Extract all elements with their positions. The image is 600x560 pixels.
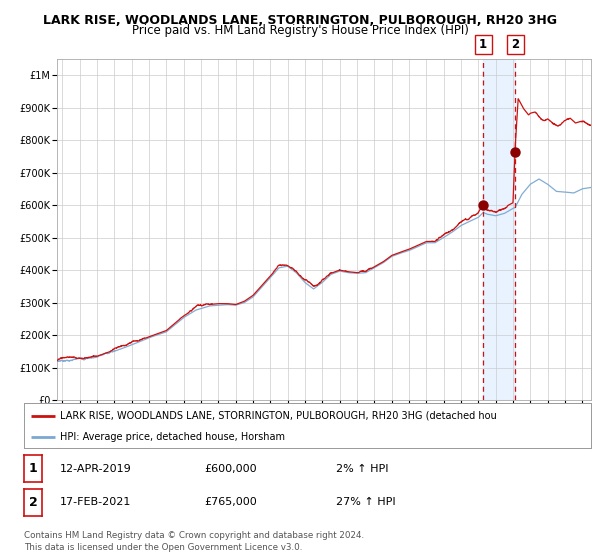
Bar: [483, 59, 515, 400]
Text: Price paid vs. HM Land Registry's House Price Index (HPI): Price paid vs. HM Land Registry's House …: [131, 24, 469, 37]
Text: HPI: Average price, detached house, Horsham: HPI: Average price, detached house, Hors…: [60, 432, 285, 442]
Text: LARK RISE, WOODLANDS LANE, STORRINGTON, PULBOROUGH, RH20 3HG (detached hou: LARK RISE, WOODLANDS LANE, STORRINGTON, …: [60, 410, 496, 421]
Text: 17-FEB-2021: 17-FEB-2021: [60, 497, 131, 507]
Text: £600,000: £600,000: [204, 464, 257, 474]
Text: Contains HM Land Registry data © Crown copyright and database right 2024.
This d: Contains HM Land Registry data © Crown c…: [24, 531, 364, 552]
FancyBboxPatch shape: [475, 35, 492, 54]
Text: 2: 2: [511, 38, 519, 51]
FancyBboxPatch shape: [506, 35, 524, 54]
Text: £765,000: £765,000: [204, 497, 257, 507]
Text: 1: 1: [29, 462, 37, 475]
Text: 2: 2: [29, 496, 37, 509]
Text: 27% ↑ HPI: 27% ↑ HPI: [336, 497, 395, 507]
Text: 12-APR-2019: 12-APR-2019: [60, 464, 132, 474]
Text: 1: 1: [479, 38, 487, 51]
Text: 2% ↑ HPI: 2% ↑ HPI: [336, 464, 389, 474]
Text: LARK RISE, WOODLANDS LANE, STORRINGTON, PULBOROUGH, RH20 3HG: LARK RISE, WOODLANDS LANE, STORRINGTON, …: [43, 14, 557, 27]
